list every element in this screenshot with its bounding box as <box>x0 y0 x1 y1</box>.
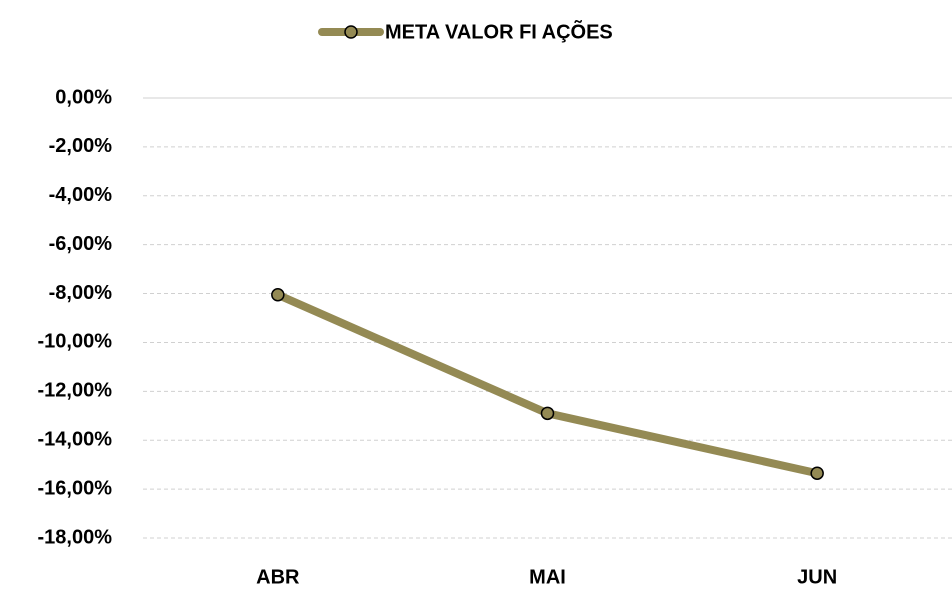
legend-label: META VALOR FI AÇÕES <box>385 19 613 43</box>
series-line <box>273 290 822 478</box>
x-tick-label: JUN <box>797 566 837 588</box>
y-tick-label: -4,00% <box>49 184 113 206</box>
x-tick-label: ABR <box>256 566 300 588</box>
y-tick-label: -16,00% <box>38 477 113 499</box>
y-tick-label: -12,00% <box>38 380 113 402</box>
y-tick-label: 0,00% <box>55 86 112 108</box>
y-tick-label: -18,00% <box>38 526 113 548</box>
point-marker <box>810 466 824 480</box>
y-tick-label: -8,00% <box>49 282 113 304</box>
y-tick-label: -2,00% <box>49 135 113 157</box>
legend-marker <box>344 25 358 39</box>
x-tick-label: MAI <box>529 566 566 588</box>
y-tick-label: -6,00% <box>49 233 113 255</box>
y-tick-label: -14,00% <box>38 429 113 451</box>
y-tick-label: -10,00% <box>38 331 113 353</box>
point-marker <box>271 288 285 302</box>
point-marker <box>540 406 555 421</box>
